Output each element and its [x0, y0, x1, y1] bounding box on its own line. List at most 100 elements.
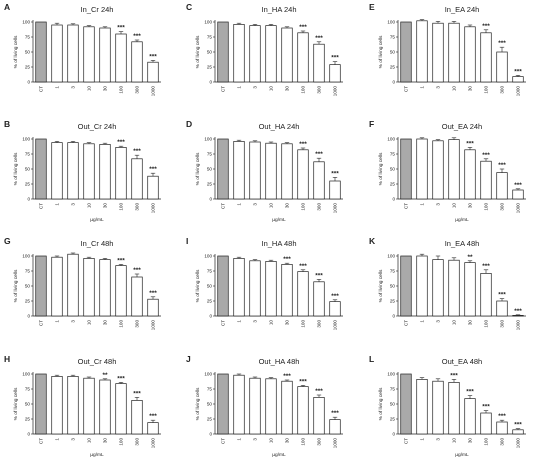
x-tick-label: 3 — [253, 438, 258, 441]
x-tick-label: 300 — [317, 86, 322, 94]
bar — [265, 378, 277, 435]
significance-label: *** — [331, 55, 339, 62]
bar — [480, 412, 492, 435]
panel-letter: K — [369, 236, 376, 246]
bar — [217, 373, 229, 435]
y-axis-label: % of living cells — [13, 269, 19, 302]
y-tick-label: 25 — [207, 299, 213, 304]
y-tick-label: 100 — [387, 20, 395, 25]
y-tick-label: 100 — [387, 137, 395, 142]
bar — [329, 64, 341, 83]
bar — [281, 380, 293, 435]
y-axis-label: % of living cells — [195, 152, 201, 185]
bar — [115, 147, 127, 200]
bar — [147, 298, 159, 317]
y-tick-label: 25 — [390, 182, 396, 187]
bar — [249, 25, 261, 83]
significance-label: *** — [283, 256, 291, 263]
chart-title: In_HA 24h — [261, 5, 296, 14]
x-tick-label: 10 — [269, 320, 274, 326]
x-tick-label: CT — [404, 320, 409, 326]
x-tick-label: 1 — [420, 320, 425, 323]
bar — [464, 149, 476, 200]
bar — [51, 142, 63, 200]
bar — [496, 300, 508, 317]
significance-label: *** — [514, 182, 522, 189]
bar — [233, 24, 245, 83]
bar — [464, 26, 476, 83]
bar — [249, 260, 261, 317]
x-tick-label: 1000 — [516, 438, 521, 449]
x-tick-label: 1000 — [151, 86, 156, 97]
bar — [217, 21, 229, 83]
panel-letter: L — [369, 354, 374, 364]
x-tick-label: 3 — [436, 203, 441, 206]
bar — [131, 158, 143, 200]
bar — [67, 24, 79, 83]
y-tick-label: 0 — [27, 80, 30, 85]
bar — [265, 142, 277, 200]
x-tick-label: 30 — [285, 203, 290, 209]
x-tick-label: 30 — [468, 320, 473, 326]
significance-label: *** — [315, 388, 323, 395]
bar — [35, 373, 47, 435]
significance-label: *** — [299, 141, 307, 148]
x-tick-label: 1 — [237, 320, 242, 323]
x-tick-label: 100 — [301, 203, 306, 211]
x-tick-label: 300 — [500, 203, 505, 211]
y-tick-label: 50 — [207, 402, 213, 407]
significance-label: ** — [102, 372, 108, 379]
bar — [147, 175, 159, 200]
x-tick-label: 10 — [452, 86, 457, 92]
bar — [313, 161, 325, 200]
bar — [249, 377, 261, 435]
bar — [313, 397, 325, 435]
panel-letter: I — [186, 236, 188, 246]
significance-label: *** — [498, 162, 506, 169]
x-tick-label: CT — [221, 320, 226, 326]
x-tick-label: CT — [404, 203, 409, 209]
x-tick-label: 30 — [468, 438, 473, 444]
x-tick-label: 1000 — [516, 320, 521, 331]
bar — [400, 373, 412, 435]
x-tick-label: 10 — [87, 203, 92, 209]
x-tick-label: 100 — [119, 86, 124, 94]
y-axis-label: % of living cells — [378, 35, 384, 68]
x-tick-label: 300 — [317, 438, 322, 446]
bar — [131, 276, 143, 317]
x-tick-label: 1 — [420, 203, 425, 206]
y-axis-label: % of living cells — [378, 152, 384, 185]
bar — [297, 386, 309, 435]
panel-letter: A — [4, 2, 10, 12]
y-tick-label: 25 — [390, 417, 396, 422]
bar — [329, 180, 341, 200]
x-tick-label: 30 — [103, 203, 108, 209]
x-tick-label: 1000 — [151, 203, 156, 214]
bar — [83, 258, 95, 317]
y-tick-label: 75 — [207, 387, 213, 392]
bar — [448, 382, 460, 435]
y-tick-label: 100 — [204, 137, 212, 142]
x-tick-label: 1 — [420, 86, 425, 89]
bar — [480, 273, 492, 317]
y-axis-label: % of living cells — [195, 269, 201, 302]
bar — [217, 255, 229, 317]
bar — [512, 76, 524, 83]
x-tick-label: 10 — [269, 203, 274, 209]
y-tick-label: 100 — [387, 372, 395, 377]
bar — [400, 255, 412, 317]
y-tick-label: 100 — [22, 254, 30, 259]
x-tick-label: 1000 — [333, 86, 338, 97]
y-tick-label: 100 — [22, 137, 30, 142]
significance-label: *** — [514, 422, 522, 429]
chart-panel-h: H Out_Cr 48h % of living cells 0 25 50 75 100 CT… — [4, 354, 161, 458]
panel-letter: F — [369, 119, 374, 129]
x-tick-label: 3 — [71, 86, 76, 89]
significance-label: *** — [299, 263, 307, 270]
x-tick-label: 100 — [119, 438, 124, 446]
x-tick-label: 300 — [135, 86, 140, 94]
bar — [265, 25, 277, 83]
panel-letter: E — [369, 2, 375, 12]
